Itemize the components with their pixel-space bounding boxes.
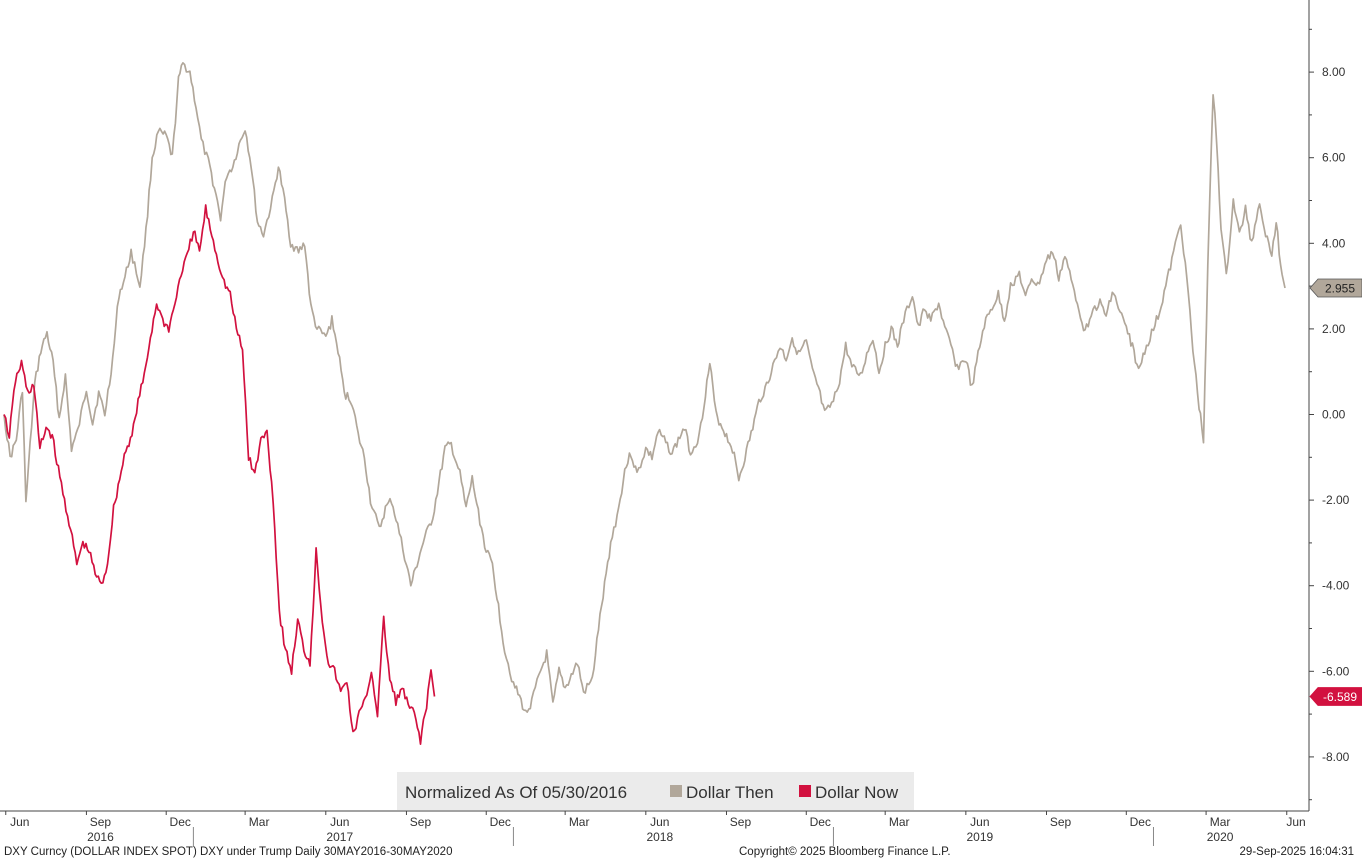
last-value-tag-dollar-now: -6.589 <box>1309 687 1362 706</box>
x-year-label: 2018 <box>646 830 673 844</box>
y-tick-label: 8.00 <box>1322 65 1346 79</box>
x-month-label: Jun <box>1286 815 1305 829</box>
value-tag-shape <box>1309 687 1362 706</box>
footer-left: DXY Curncy (DOLLAR INDEX SPOT) DXY under… <box>4 846 453 858</box>
axis-layer: 8.00 6.00 4.00 2.00 0.00 -2.00 -4.00 -6.00 -8.00… <box>0 0 1350 846</box>
footer-right: 29-Sep-2025 16:04:31 <box>1239 846 1354 858</box>
legend-title: Normalized As Of 05/30/2016 <box>405 783 627 802</box>
y-tick-label: 4.00 <box>1322 236 1346 250</box>
x-month-label: Mar <box>249 815 270 829</box>
x-year-label: 2016 <box>87 830 114 844</box>
x-month-label: Jun <box>650 815 669 829</box>
x-month-label: Dec <box>170 815 191 829</box>
x-month-label: Jun <box>970 815 989 829</box>
series-line-dollar-then <box>3 62 1286 713</box>
x-month-label: Sep <box>410 815 432 829</box>
x-month-label: Jun <box>10 815 29 829</box>
y-tick-label: 6.00 <box>1322 151 1346 165</box>
series-line-dollar-now <box>3 204 436 746</box>
y-tick-label: -2.00 <box>1322 493 1350 507</box>
x-year-label: 2019 <box>966 830 993 844</box>
legend: Normalized As Of 05/30/2016 Dollar Then … <box>397 772 914 810</box>
x-month-label: Jun <box>330 815 349 829</box>
x-month-label: Dec <box>490 815 511 829</box>
value-tag-label: 2.955 <box>1325 282 1355 296</box>
x-month-label: Mar <box>569 815 590 829</box>
last-value-tag-dollar-then: 2.955 <box>1309 278 1362 298</box>
legend-entry-dollar-now: Dollar Now <box>815 783 899 802</box>
y-tick-label: -6.00 <box>1322 664 1350 678</box>
value-tag-shape <box>1309 278 1362 298</box>
x-month-label: Dec <box>1130 815 1151 829</box>
x-year-label: 2020 <box>1207 830 1234 844</box>
footer-center: Copyright© 2025 Bloomberg Finance L.P. <box>739 846 951 858</box>
x-month-label: Sep <box>1050 815 1072 829</box>
value-tags: 2.955 -6.589 <box>1309 278 1362 706</box>
value-tag-label: -6.589 <box>1323 690 1357 704</box>
y-tick-label: 0.00 <box>1322 408 1346 422</box>
legend-swatch-dollar-now <box>799 785 811 797</box>
y-tick-label: 2.00 <box>1322 322 1346 336</box>
x-month-label: Mar <box>889 815 910 829</box>
series-layer <box>3 62 1286 746</box>
legend-entry-dollar-then: Dollar Then <box>686 783 774 802</box>
y-tick-label: -8.00 <box>1322 750 1350 764</box>
legend-background <box>397 772 914 810</box>
legend-swatch-dollar-then <box>670 785 682 797</box>
x-month-label: Dec <box>810 815 831 829</box>
x-month-label: Sep <box>730 815 752 829</box>
y-tick-label: -4.00 <box>1322 579 1350 593</box>
x-month-label: Sep <box>90 815 112 829</box>
x-month-label: Mar <box>1210 815 1231 829</box>
x-year-label: 2017 <box>326 830 353 844</box>
